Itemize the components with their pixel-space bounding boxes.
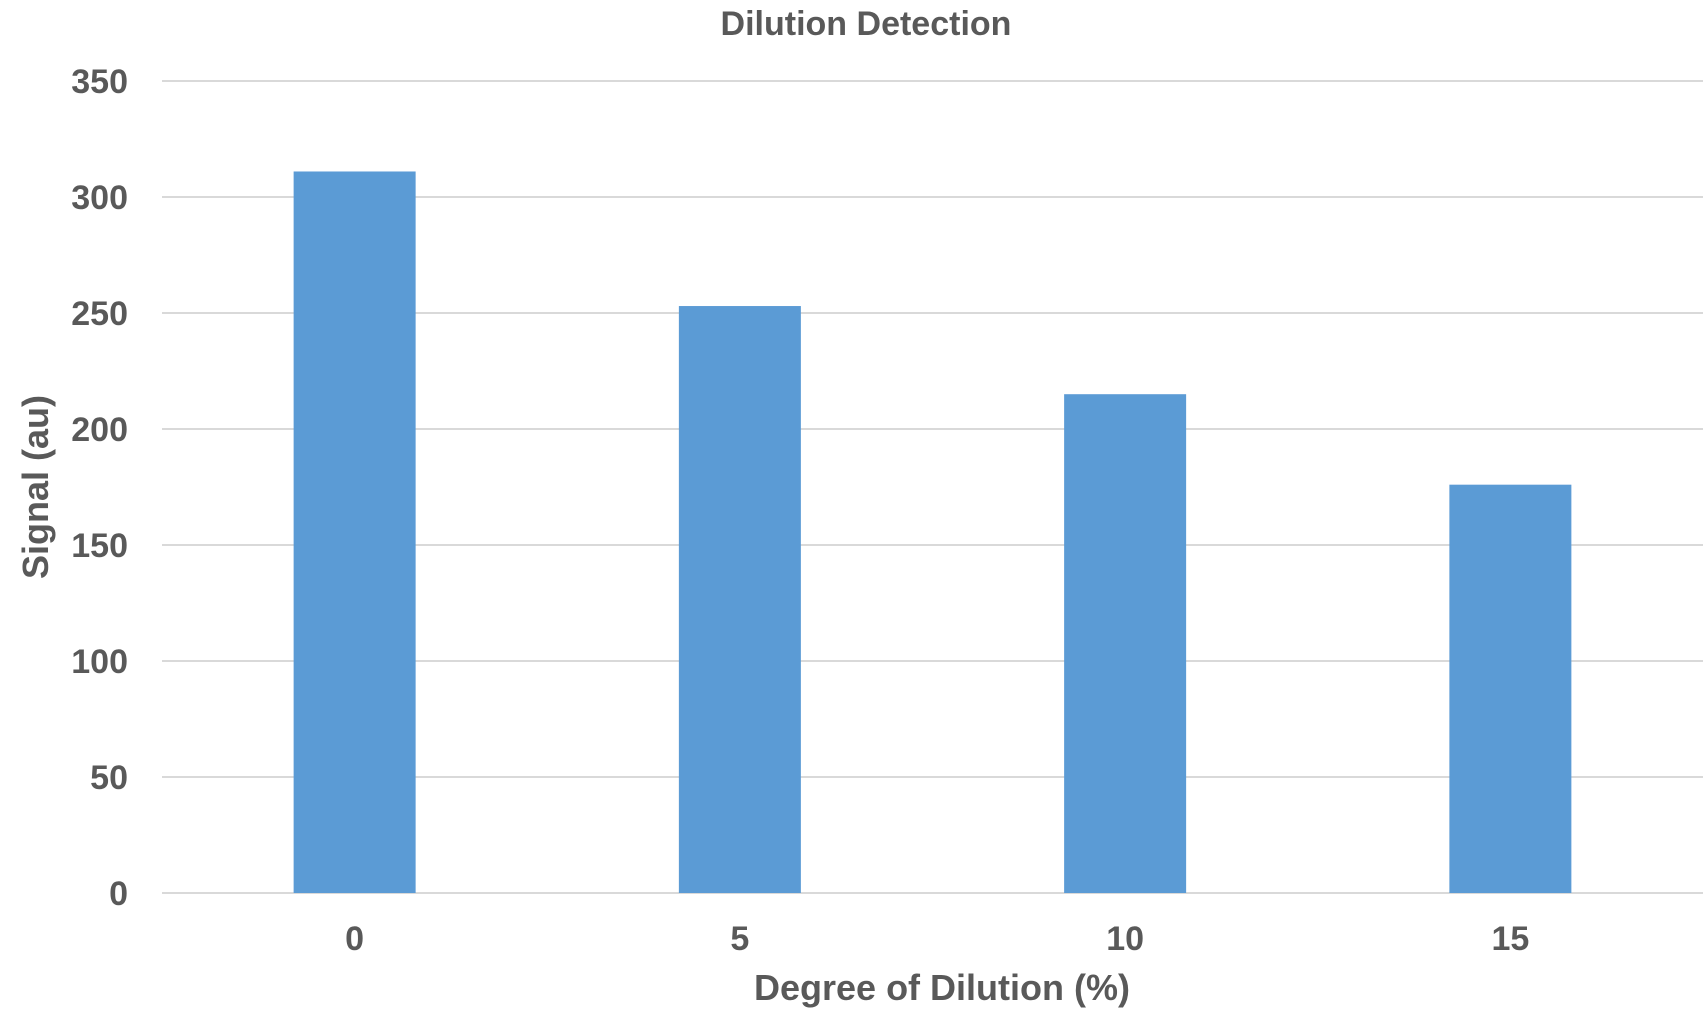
gridlines (162, 80, 1703, 894)
x-axis-label: Degree of Dilution (%) (754, 967, 1130, 1008)
bar (1064, 394, 1187, 893)
bar (1449, 484, 1572, 893)
y-tick-label: 0 (109, 875, 128, 913)
y-tick-label: 100 (71, 643, 128, 681)
bar (293, 171, 416, 894)
x-tick-label: 15 (1491, 920, 1529, 958)
y-tick-label: 250 (71, 295, 128, 333)
y-tick-label: 350 (71, 63, 128, 101)
y-tick-label: 150 (71, 527, 128, 565)
y-tick-label: 200 (71, 411, 128, 449)
x-tick-label: 10 (1106, 920, 1144, 958)
chart-title: Dilution Detection (721, 5, 1012, 43)
x-axis-ticks: 0 5 10 15 (345, 920, 1529, 958)
y-axis-ticks: 0 50 100 150 200 250 300 350 (71, 63, 128, 913)
x-tick-label: 0 (345, 920, 364, 958)
y-tick-label: 300 (71, 179, 128, 217)
x-tick-label: 5 (730, 920, 749, 958)
y-tick-label: 50 (90, 759, 128, 797)
y-axis-label: Signal (au) (15, 395, 56, 579)
bars (293, 171, 1572, 894)
bar (678, 306, 801, 893)
